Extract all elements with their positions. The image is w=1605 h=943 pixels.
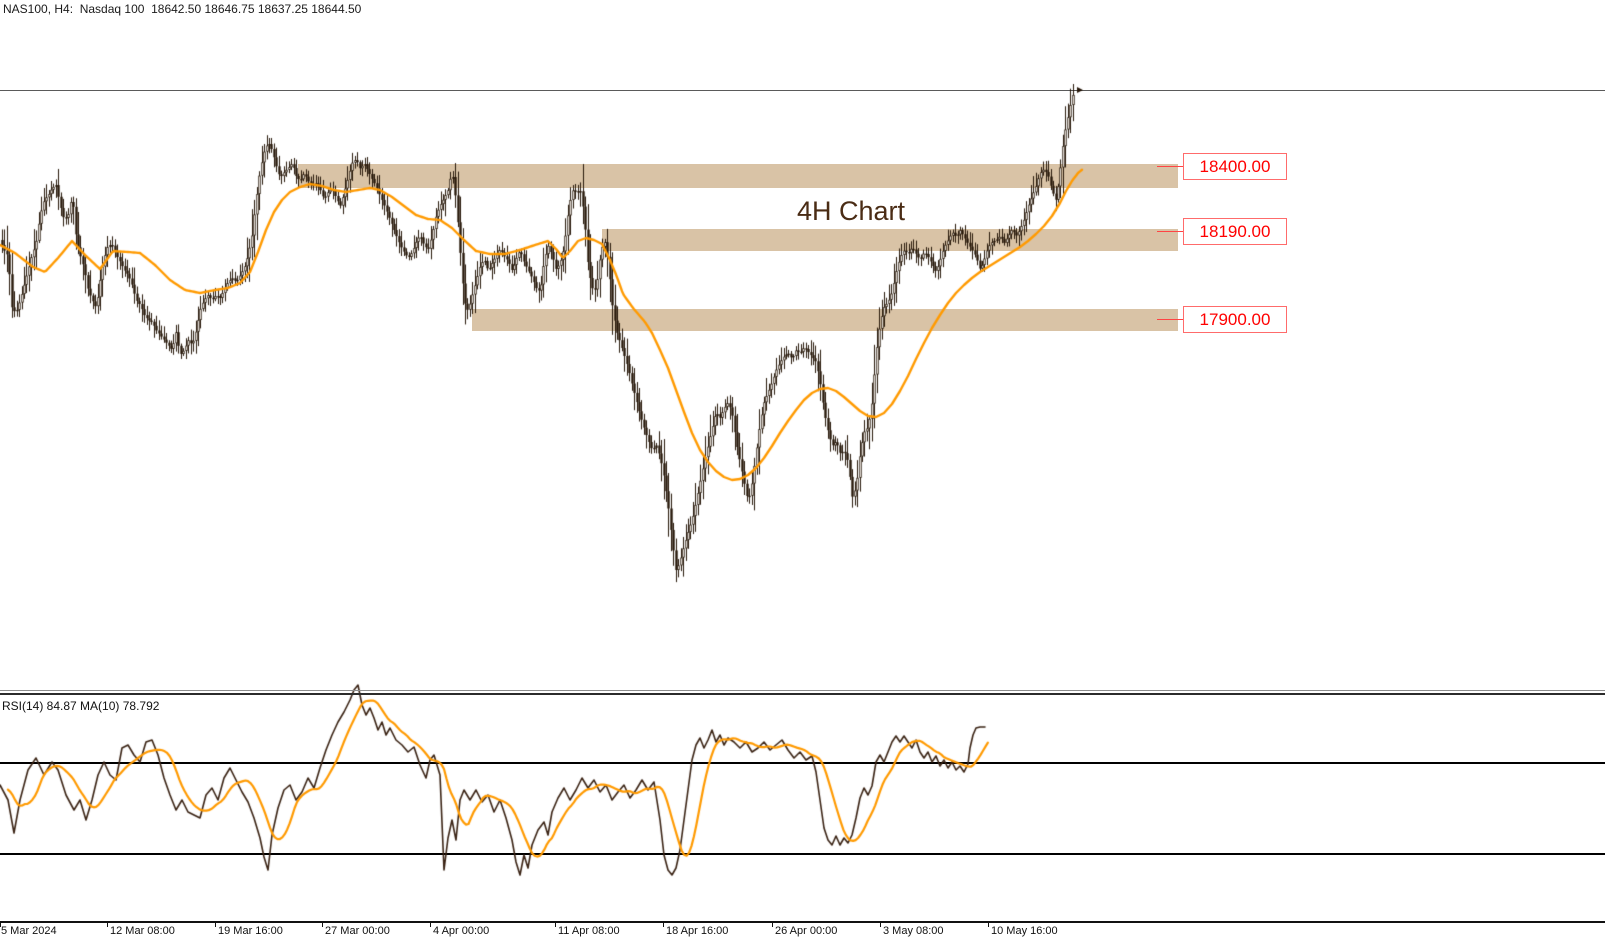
price-level-label-18190[interactable]: 18190.00 (1183, 218, 1287, 245)
time-axis-label: 18 Apr 16:00 (666, 925, 729, 937)
time-axis-tick (880, 923, 881, 927)
chart-annotation: 4H Chart (797, 196, 906, 226)
time-axis-label: 10 May 16:00 (991, 925, 1058, 937)
time-axis-tick (107, 923, 108, 927)
time-axis-label: 26 Apr 00:00 (775, 925, 838, 937)
time-axis-tick (663, 923, 664, 927)
symbol-ohlc-title: NAS100, H4: Nasdaq 100 18642.50 18646.75… (3, 2, 362, 16)
time-axis-label: 19 Mar 16:00 (218, 925, 283, 937)
price-level-connector-18400 (1157, 166, 1183, 167)
time-axis-tick (772, 923, 773, 927)
time-axis-tick (430, 923, 431, 927)
price-level-label-17900[interactable]: 17900.00 (1183, 306, 1287, 333)
time-axis-label: 27 Mar 00:00 (325, 925, 390, 937)
rsi-indicator-label: RSI(14) 84.87 MA(10) 78.792 (2, 699, 160, 713)
price-level-connector-17900 (1157, 319, 1183, 320)
time-axis-tick (988, 923, 989, 927)
time-axis-label: 4 Apr 00:00 (433, 925, 490, 937)
time-axis-label: 12 Mar 08:00 (110, 925, 175, 937)
time-axis-line (0, 921, 1605, 923)
panel-separator[interactable] (0, 693, 1605, 695)
time-axis-label: 3 May 08:00 (883, 925, 944, 937)
time-axis-tick (322, 923, 323, 927)
time-axis-label: 11 Apr 08:00 (558, 925, 620, 937)
time-axis-tick (555, 923, 556, 927)
price-level-connector-18190 (1157, 231, 1183, 232)
time-axis-tick (215, 923, 216, 927)
panel-separator-top (0, 690, 1605, 691)
price-level-label-18400[interactable]: 18400.00 (1183, 153, 1287, 180)
time-axis-label: 5 Mar 2024 (1, 925, 57, 937)
time-axis-tick (0, 923, 1, 927)
